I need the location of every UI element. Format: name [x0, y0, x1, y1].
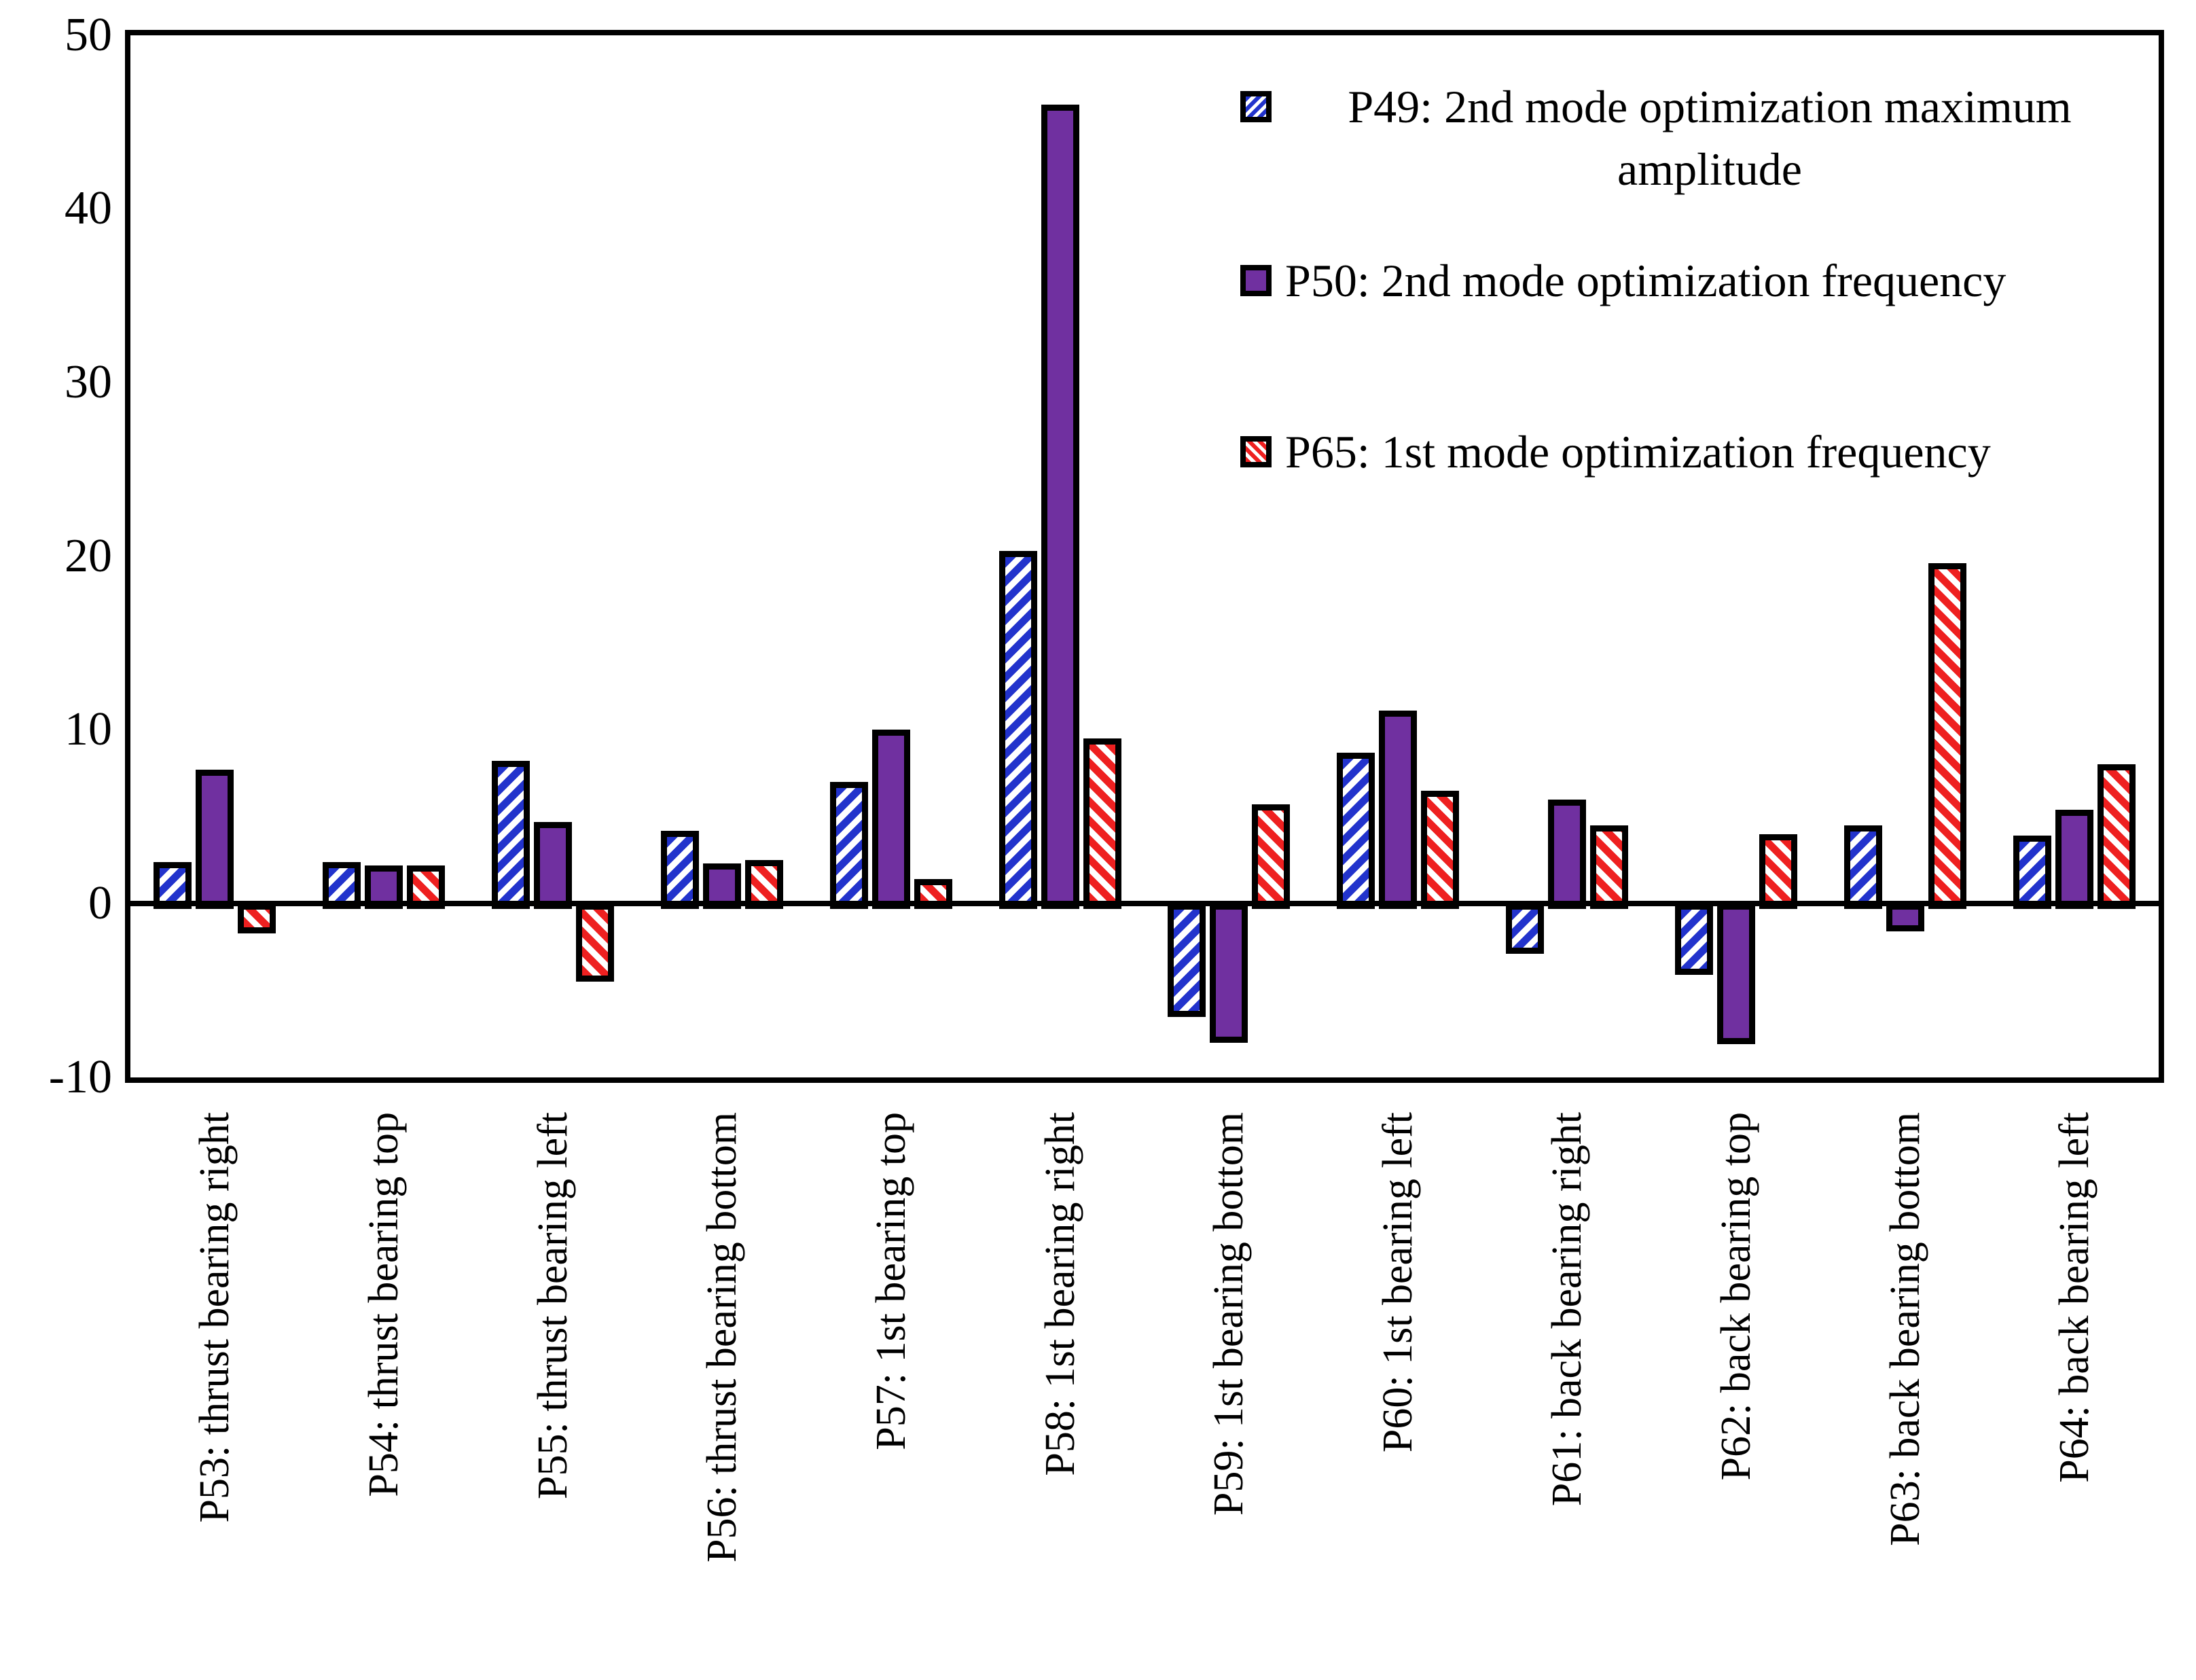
bar-p65-p63 — [1928, 562, 1966, 909]
legend-label-p50: P50: 2nd mode optimization frequency — [1285, 255, 2006, 306]
bar-p50-p62 — [1716, 904, 1755, 1045]
x-axis-label-p64: P64: back bearing left — [2051, 1112, 2098, 1483]
x-axis-label-p56: P56: thrust bearing bottom — [698, 1112, 745, 1563]
x-axis-label-p63: P63: back bearing bottom — [1882, 1112, 1928, 1546]
bar-p49-p60 — [1337, 752, 1375, 909]
bar-p50-p58 — [1041, 104, 1079, 909]
legend-swatch-purple-solid-icon — [1240, 265, 1272, 296]
y-axis-tick-label-40: 40 — [65, 182, 112, 235]
x-axis-label-p55: P55: thrust bearing left — [530, 1112, 577, 1499]
bar-p65-p58 — [1083, 738, 1121, 909]
legend-swatch-blue-hatch-icon — [1240, 91, 1272, 122]
bar-p49-p64 — [2013, 836, 2051, 909]
bar-p49-p63 — [1843, 825, 1882, 909]
legend-label-p65: P65: 1st mode optimization frequency — [1285, 426, 1991, 478]
x-axis-label-p53: P53: thrust bearing right — [192, 1112, 238, 1523]
bar-p50-p64 — [2055, 809, 2093, 909]
bar-p50-p53 — [196, 770, 234, 909]
legend-label-p49-line1: P49: 2nd mode optimization maximum — [1348, 81, 2072, 132]
y-axis-tick-label--10: -10 — [48, 1050, 112, 1103]
bar-p50-p60 — [1379, 711, 1418, 909]
legend-label-p49-line2: amplitude — [1617, 143, 1802, 195]
y-axis-tick-label-30: 30 — [65, 355, 112, 408]
bar-p65-p59 — [1252, 804, 1291, 909]
bar-p50-p63 — [1886, 904, 1924, 932]
bar-p49-p56 — [660, 830, 699, 909]
legend-swatch-red-hatch-icon — [1240, 436, 1272, 467]
bar-p49-p55 — [492, 761, 530, 909]
bar-p50-p61 — [1548, 799, 1587, 909]
x-axis-label-p59: P59: 1st bearing bottom — [1206, 1112, 1253, 1516]
bar-p65-p60 — [1421, 790, 1460, 909]
x-axis-label-p62: P62: back bearing top — [1712, 1112, 1759, 1481]
y-axis-tick-label-20: 20 — [65, 529, 112, 582]
bar-p65-p55 — [576, 904, 615, 982]
bar-p50-p59 — [1210, 904, 1248, 1043]
bar-p65-p61 — [1590, 825, 1629, 909]
x-axis-label-p58: P58: 1st bearing right — [1037, 1112, 1083, 1476]
bar-p65-p62 — [1759, 834, 1797, 909]
x-axis-label-p57: P57: 1st bearing top — [867, 1112, 914, 1450]
x-axis-label-p61: P61: back bearing right — [1544, 1112, 1591, 1507]
zero-baseline — [130, 901, 2159, 906]
bar-p49-p57 — [829, 782, 868, 909]
bar-p49-p58 — [998, 550, 1037, 909]
bar-p50-p57 — [871, 730, 910, 909]
bar-p49-p62 — [1674, 904, 1713, 976]
bar-p65-p53 — [238, 904, 276, 933]
y-axis-tick-label-10: 10 — [65, 703, 112, 756]
x-axis-label-p60: P60: 1st bearing left — [1375, 1112, 1422, 1453]
bar-p50-p55 — [534, 821, 573, 909]
bar-p49-p59 — [1168, 904, 1206, 1017]
bar-p49-p61 — [1506, 904, 1545, 954]
y-axis-tick-label-0: 0 — [88, 877, 112, 929]
x-axis-label-p54: P54: thrust bearing top — [361, 1112, 408, 1497]
bar-p65-p64 — [2097, 764, 2136, 909]
plot-area — [125, 30, 2164, 1083]
y-axis-tick-label-50: 50 — [65, 8, 112, 61]
legend-label-p49: P49: 2nd mode optimization maximum ampli… — [1285, 75, 2134, 200]
